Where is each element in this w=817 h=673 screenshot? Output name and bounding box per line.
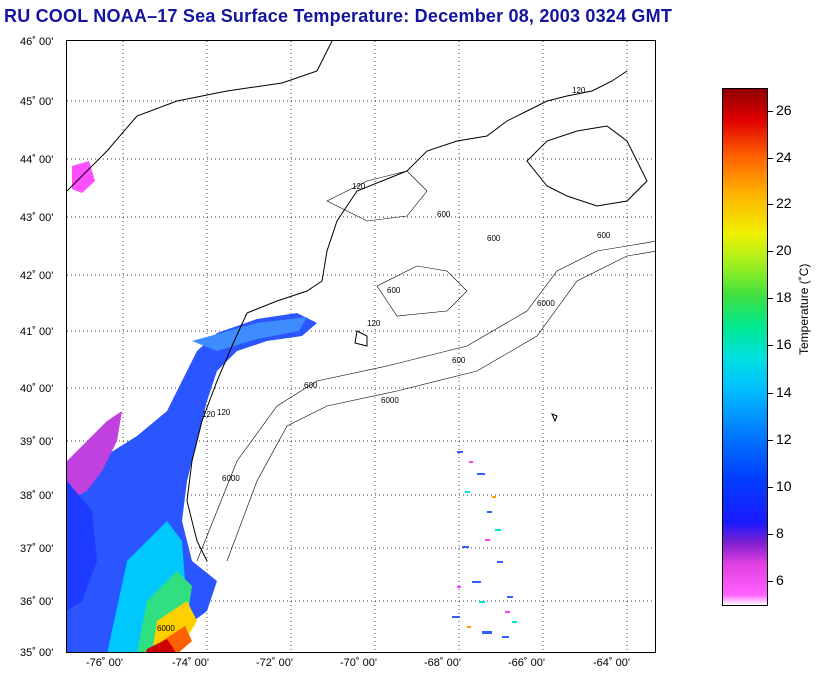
isobath-label: 120: [367, 319, 381, 328]
lat-label: 43˚ 00': [20, 212, 54, 224]
map-canvas: 120 120 600 600 6000 600 6000 600 120 12…: [67, 41, 655, 652]
isobath-label: 600: [304, 381, 318, 390]
lon-label: -72˚ 00': [256, 657, 293, 669]
colorbar-tick: [768, 581, 773, 582]
isobath-label: 120: [352, 182, 366, 191]
isobath-label: 600: [597, 231, 611, 240]
isobath-label: 120: [202, 410, 216, 419]
isobath-label: 6000: [537, 299, 555, 308]
isobath-label: 6000: [381, 396, 399, 405]
lon-label: -64˚ 00': [593, 657, 630, 669]
isobath-label: 120: [572, 86, 586, 95]
isobaths: [196, 170, 655, 562]
colorbar-tick: [768, 251, 773, 252]
lat-label: 41˚ 00': [20, 326, 54, 338]
isobath-label: 600: [437, 210, 451, 219]
lat-label: 42˚ 00': [20, 270, 54, 282]
colorbar-label: 8: [776, 525, 784, 541]
colorbar-label: 14: [776, 384, 792, 400]
isobath-label: 600: [487, 234, 501, 243]
sst-data: [67, 161, 517, 652]
lat-label: 46˚ 00': [20, 36, 54, 48]
isobath-label: 600: [452, 356, 466, 365]
map-title: RU COOL NOAA–17 Sea Surface Temperature:…: [4, 6, 673, 26]
temperature-colorbar: [722, 88, 768, 606]
colorbar-tick: [768, 534, 773, 535]
lat-label: 38˚ 00': [20, 490, 54, 502]
colorbar-tick: [768, 393, 773, 394]
colorbar-tick: [768, 345, 773, 346]
colorbar-tick: [768, 440, 773, 441]
colorbar-tick: [768, 158, 773, 159]
colorbar-tick: [768, 111, 773, 112]
lon-label: -70˚ 00': [340, 657, 377, 669]
colorbar-label: 18: [776, 289, 792, 305]
lat-label: 37˚ 00': [20, 543, 54, 555]
colorbar-label: 12: [776, 431, 792, 447]
colorbar-label: 24: [776, 149, 792, 165]
coastline: [67, 41, 648, 562]
isobath-label-group: 120 120 600 600 6000 600 6000 600 120 12…: [157, 86, 611, 633]
lat-label: 39˚ 00': [20, 436, 54, 448]
lon-label: -74˚ 00': [172, 657, 209, 669]
lat-label: 35˚ 00': [20, 647, 54, 659]
colorbar-label: 16: [776, 336, 792, 352]
colorbar-title: Temperature (˚C): [797, 263, 811, 355]
isobath-label: 120: [217, 408, 231, 417]
lon-label: -68˚ 00': [424, 657, 461, 669]
colorbar-tick: [768, 298, 773, 299]
sst-map[interactable]: 120 120 600 600 6000 600 6000 600 120 12…: [66, 40, 656, 653]
lat-label: 40˚ 00': [20, 383, 54, 395]
isobath-label: 6000: [157, 624, 175, 633]
lat-label: 44˚ 00': [20, 154, 54, 166]
colorbar-label: 6: [776, 572, 784, 588]
isobath-label: 6000: [222, 474, 240, 483]
lon-label: -76˚ 00': [86, 657, 123, 669]
lat-label: 36˚ 00': [20, 596, 54, 608]
colorbar-tick: [768, 487, 773, 488]
colorbar-label: 20: [776, 242, 792, 258]
lat-label: 45˚ 00': [20, 96, 54, 108]
colorbar-label: 10: [776, 478, 792, 494]
colorbar-tick: [768, 204, 773, 205]
colorbar-label: 22: [776, 195, 792, 211]
isobath-label: 600: [387, 286, 401, 295]
colorbar-label: 26: [776, 102, 792, 118]
lon-label: -66˚ 00': [508, 657, 545, 669]
